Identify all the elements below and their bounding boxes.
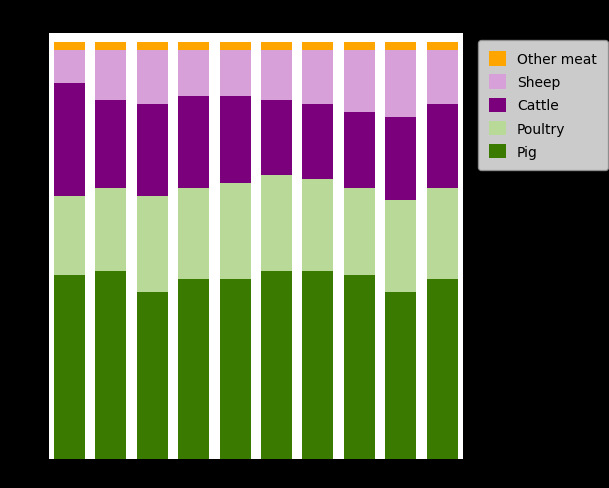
Bar [54, 42, 85, 51]
Bar [426, 42, 458, 51]
Bar [261, 42, 292, 51]
Bar [426, 51, 458, 105]
Bar [136, 51, 168, 105]
Bar [426, 188, 458, 280]
Bar [136, 42, 168, 51]
Bar [343, 51, 375, 113]
Bar [95, 188, 127, 271]
Bar [303, 271, 334, 459]
Bar [136, 197, 168, 292]
Bar [385, 42, 417, 51]
Bar [178, 51, 209, 97]
Bar [261, 271, 292, 459]
Bar [385, 118, 417, 201]
Bar [303, 180, 334, 271]
Bar [343, 276, 375, 459]
Bar [343, 42, 375, 51]
Bar [220, 184, 251, 280]
Bar [385, 51, 417, 118]
Bar [220, 42, 251, 51]
Bar [136, 105, 168, 197]
Bar [54, 197, 85, 276]
Bar [54, 276, 85, 459]
Bar [178, 42, 209, 51]
Bar [220, 51, 251, 97]
Bar [220, 280, 251, 459]
Legend: Other meat, Sheep, Cattle, Poultry, Pig: Other meat, Sheep, Cattle, Poultry, Pig [478, 41, 608, 170]
Bar [303, 42, 334, 51]
Bar [95, 101, 127, 188]
Bar [426, 280, 458, 459]
Bar [178, 97, 209, 188]
Bar [95, 271, 127, 459]
Bar [220, 97, 251, 184]
Bar [261, 51, 292, 101]
Bar [95, 51, 127, 101]
Bar [54, 84, 85, 197]
Bar [136, 292, 168, 459]
Bar [343, 188, 375, 276]
Bar [261, 176, 292, 271]
Bar [343, 113, 375, 188]
Bar [261, 101, 292, 176]
Bar [303, 105, 334, 180]
Bar [385, 292, 417, 459]
Bar [178, 280, 209, 459]
Bar [95, 42, 127, 51]
Bar [426, 105, 458, 188]
Bar [178, 188, 209, 280]
Bar [303, 51, 334, 105]
Bar [54, 51, 85, 84]
Bar [385, 201, 417, 292]
